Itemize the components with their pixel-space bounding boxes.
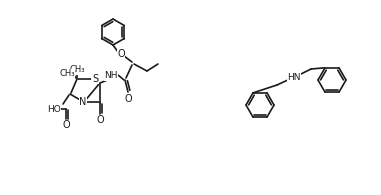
- Text: O: O: [96, 115, 104, 125]
- Text: O: O: [124, 94, 132, 104]
- Text: S: S: [92, 74, 98, 84]
- Text: CH₃: CH₃: [69, 66, 85, 74]
- Text: NH: NH: [104, 72, 118, 81]
- Text: O: O: [117, 49, 125, 59]
- Text: O: O: [62, 120, 70, 130]
- Text: CH₃: CH₃: [59, 69, 75, 79]
- Text: N: N: [79, 97, 87, 107]
- Text: HN: HN: [287, 73, 301, 82]
- Text: HO: HO: [47, 105, 61, 113]
